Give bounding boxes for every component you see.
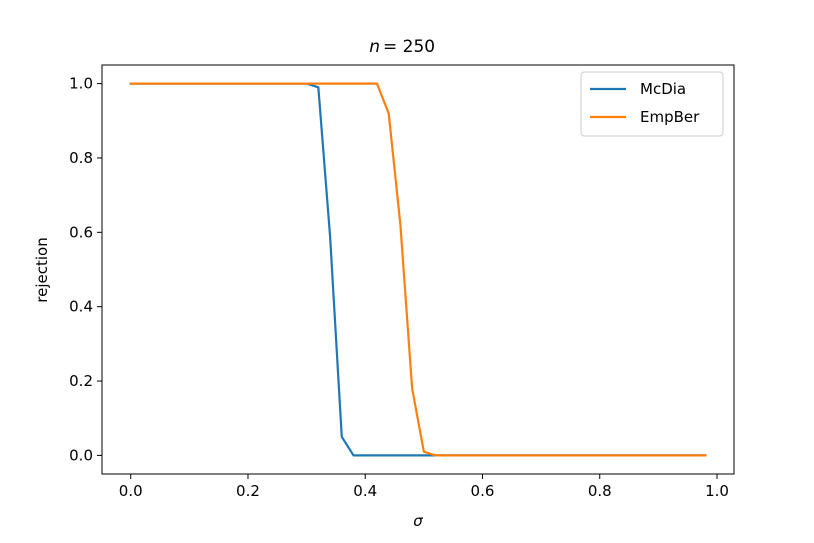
x-tick-label: 1.0: [705, 482, 729, 500]
y-axis: 0.0 0.2 0.4 0.6 0.8 1.0: [69, 75, 102, 464]
chart-title-value: = 250: [383, 37, 435, 57]
x-axis-label: σ: [413, 512, 423, 530]
y-tick-label: 0.0: [69, 446, 93, 464]
y-tick-label: 0.2: [69, 372, 93, 390]
x-tick-label: 0.6: [471, 482, 495, 500]
x-tick-label: 0.4: [353, 482, 377, 500]
x-axis: 0.0 0.2 0.4 0.6 0.8 1.0: [119, 474, 729, 500]
x-tick-label: 0.8: [588, 482, 612, 500]
x-tick-label: 0.0: [119, 482, 143, 500]
legend-label-empber: EmpBer: [640, 108, 700, 126]
legend: McDia EmpBer: [580, 71, 724, 137]
series-line-mcdia: [129, 82, 707, 457]
chart-title-group: n = 250: [369, 37, 435, 57]
y-tick-label: 0.8: [69, 149, 93, 167]
series-line-empber: [129, 82, 707, 457]
y-tick-label: 0.4: [69, 298, 93, 316]
y-tick-label: 0.6: [69, 223, 93, 241]
y-tick-label: 1.0: [69, 75, 93, 93]
series-layer: [129, 82, 707, 457]
y-axis-label: rejection: [33, 237, 51, 302]
legend-label-mcdia: McDia: [640, 80, 686, 98]
plot-area-frame: [101, 64, 735, 475]
x-tick-label: 0.2: [236, 482, 260, 500]
chart-title-variable: n: [369, 37, 380, 57]
